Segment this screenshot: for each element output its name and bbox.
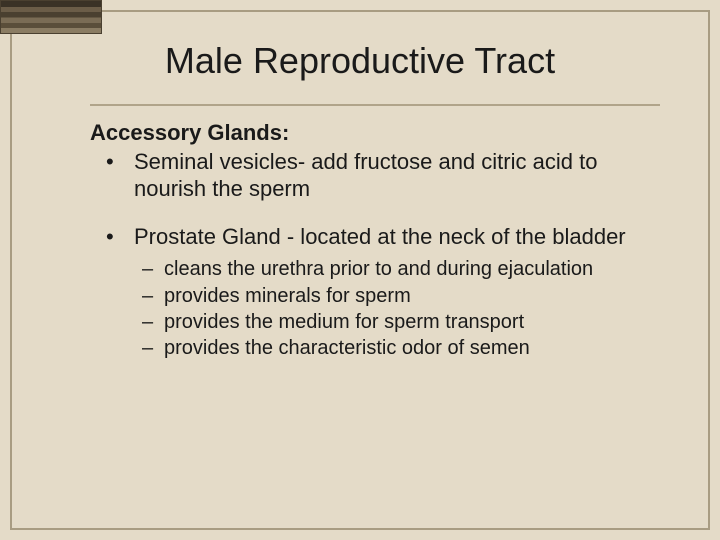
- list-item: Prostate Gland - located at the neck of …: [134, 224, 670, 360]
- bullet-text: Prostate Gland - located at the neck of …: [134, 224, 626, 249]
- sub-bullet-text: cleans the urethra prior to and during e…: [164, 258, 593, 280]
- slide-content: Accessory Glands: Seminal vesicles- add …: [90, 120, 670, 383]
- title-underline: [90, 104, 660, 106]
- sub-bullet-text: provides minerals for sperm: [164, 285, 411, 307]
- sub-list-item: provides the medium for sperm transport: [164, 310, 670, 334]
- slide-title: Male Reproductive Tract: [0, 40, 720, 82]
- slide: Male Reproductive Tract Accessory Glands…: [0, 0, 720, 540]
- sub-list-item: provides minerals for sperm: [164, 284, 670, 308]
- bullet-text: Seminal vesicles- add fructose and citri…: [134, 149, 597, 201]
- sub-bullet-text: provides the characteristic odor of seme…: [164, 337, 530, 359]
- subheading: Accessory Glands:: [90, 120, 670, 147]
- sub-list-item: provides the characteristic odor of seme…: [164, 336, 670, 360]
- sub-list-item: cleans the urethra prior to and during e…: [164, 257, 670, 281]
- bullet-list: Seminal vesicles- add fructose and citri…: [90, 149, 670, 361]
- sub-bullet-text: provides the medium for sperm transport: [164, 311, 524, 333]
- list-item: Seminal vesicles- add fructose and citri…: [134, 149, 670, 203]
- corner-decoration: [0, 0, 102, 34]
- sub-bullet-list: cleans the urethra prior to and during e…: [134, 257, 670, 361]
